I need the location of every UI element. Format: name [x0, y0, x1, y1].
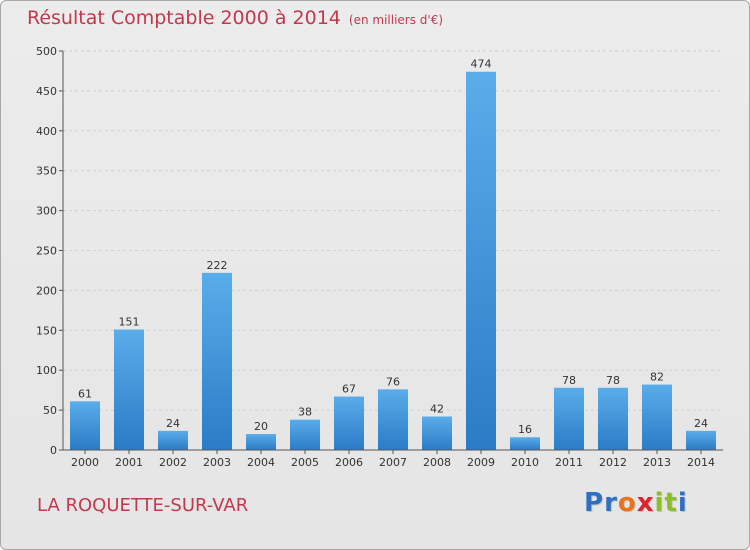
- x-tick-labels: 2000 2001 2002 2003 2004 2005 2006 2007 2008 2009…: [71, 450, 715, 469]
- bar-2012: [598, 387, 628, 450]
- logo-letter: i: [677, 488, 688, 518]
- bars: [70, 71, 716, 451]
- x-tick-label-2012: 2012: [599, 456, 627, 469]
- x-tick-label-2007: 2007: [379, 456, 407, 469]
- y-tick-label: 450: [36, 85, 57, 98]
- bar-2007: [378, 389, 408, 450]
- value-label-2010: 16: [518, 423, 532, 436]
- y-tick-label: 50: [43, 404, 57, 417]
- x-tick-label-2006: 2006: [335, 456, 363, 469]
- x-tick-label-2004: 2004: [247, 456, 275, 469]
- bar-2002: [158, 430, 188, 450]
- bar-2010: [510, 437, 540, 450]
- value-label-2012: 78: [606, 374, 620, 387]
- y-tick-label: 500: [36, 45, 57, 58]
- value-label-2013: 82: [650, 371, 664, 384]
- value-labels: 61 151 24 222 20 38 67 76 42 474 16 78 78 82 24: [78, 58, 708, 436]
- y-tick-label: 250: [36, 245, 57, 258]
- value-label-2005: 38: [298, 406, 312, 419]
- x-tick-label-2011: 2011: [555, 456, 583, 469]
- logo-letter: o: [617, 488, 637, 518]
- value-label-2004: 20: [254, 420, 268, 433]
- value-label-2000: 61: [78, 387, 92, 400]
- value-label-2014: 24: [694, 417, 708, 430]
- bar-2013: [642, 384, 672, 450]
- proxiti-logo[interactable]: Proxiti: [584, 488, 688, 518]
- value-label-2003: 222: [207, 259, 228, 272]
- value-label-2002: 24: [166, 417, 180, 430]
- bar-2006: [334, 396, 364, 450]
- x-tick-label-2014: 2014: [687, 456, 715, 469]
- x-tick-label-2010: 2010: [511, 456, 539, 469]
- y-tick-label: 0: [50, 444, 57, 457]
- value-label-2009: 474: [471, 58, 492, 71]
- y-tick-labels: 0 50 100 150 200 250 300 350 400 450 500: [36, 45, 63, 457]
- bar-2014: [686, 430, 716, 450]
- x-tick-label-2000: 2000: [71, 456, 99, 469]
- title-text: Résultat Comptable 2000 à 2014: [27, 7, 341, 29]
- x-tick-label-2001: 2001: [115, 456, 143, 469]
- bar-2005: [290, 419, 320, 450]
- y-tick-label: 100: [36, 364, 57, 377]
- logo-letter: x: [636, 488, 655, 518]
- grid-lines: [63, 50, 723, 411]
- bar-2008: [422, 416, 452, 450]
- x-tick-label-2003: 2003: [203, 456, 231, 469]
- x-tick-label-2002: 2002: [159, 456, 187, 469]
- y-tick-label: 350: [36, 165, 57, 178]
- bar-2009: [466, 71, 496, 451]
- logo-letter: P: [584, 488, 605, 518]
- value-label-2008: 42: [430, 402, 444, 415]
- logo-letter: r: [604, 488, 618, 518]
- logo-letter: i: [654, 488, 665, 518]
- y-tick-label: 150: [36, 324, 57, 337]
- value-label-2011: 78: [562, 374, 576, 387]
- value-label-2006: 67: [342, 383, 356, 396]
- y-tick-label: 200: [36, 284, 57, 297]
- bar-2004: [246, 434, 276, 450]
- chart-subtitle: (en milliers d'€): [348, 13, 444, 27]
- bar-2011: [554, 387, 584, 450]
- value-label-2001: 151: [119, 316, 140, 329]
- commune-name: LA ROQUETTE-SUR-VAR: [37, 495, 249, 516]
- y-tick-label: 400: [36, 125, 57, 138]
- x-tick-label-2009: 2009: [467, 456, 495, 469]
- x-tick-label-2008: 2008: [423, 456, 451, 469]
- x-tick-label-2013: 2013: [643, 456, 671, 469]
- bar-2003: [202, 272, 232, 450]
- bar-2001: [114, 329, 144, 450]
- x-tick-label-2005: 2005: [291, 456, 319, 469]
- chart-title: Résultat Comptable 2000 à 2014 (en millie…: [27, 7, 443, 29]
- value-label-2007: 76: [386, 375, 400, 388]
- bar-2000: [70, 401, 100, 450]
- y-tick-label: 300: [36, 205, 57, 218]
- logo-letter: t: [664, 488, 678, 518]
